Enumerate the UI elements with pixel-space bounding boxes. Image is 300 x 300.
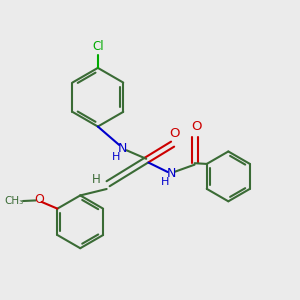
Text: N: N [118, 142, 128, 155]
Text: N: N [167, 167, 176, 180]
Text: H: H [112, 152, 121, 162]
Text: O: O [34, 193, 44, 206]
Text: O: O [169, 127, 179, 140]
Text: Cl: Cl [92, 40, 104, 53]
Text: O: O [191, 120, 201, 133]
Text: CH₃: CH₃ [4, 196, 23, 206]
Text: H: H [92, 173, 101, 186]
Text: H: H [160, 177, 169, 187]
